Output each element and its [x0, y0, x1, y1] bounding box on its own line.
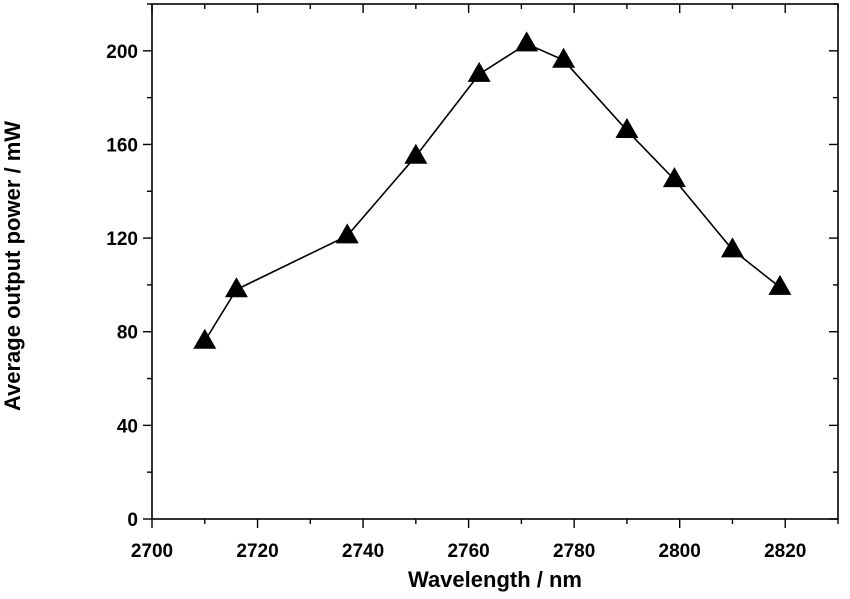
x-tick-label: 2800: [659, 541, 701, 562]
x-tick-label: 2780: [553, 541, 595, 562]
x-tick-label: 2820: [764, 541, 806, 562]
data-point: [193, 328, 217, 349]
data-point: [768, 274, 792, 295]
series-group: [193, 31, 792, 349]
y-tick-label: 40: [117, 416, 138, 437]
data-point: [404, 143, 428, 164]
data-point: [662, 167, 686, 188]
x-axis-label: Wavelength / nm: [408, 567, 582, 592]
y-tick-label: 0: [127, 510, 138, 531]
series-line: [204, 42, 781, 342]
plot-frame-group: [151, 3, 839, 520]
x-tick-label: 2740: [342, 541, 384, 562]
x-tick-label: 2760: [447, 541, 489, 562]
plot-area-border: [151, 3, 839, 520]
data-point: [552, 47, 576, 68]
y-tick-label: 160: [106, 135, 138, 156]
y-axis-label: Average output power / mW: [0, 121, 25, 411]
ticks-group: 2700 2720 2740 2760 2780 2800 2820 0 40 80 120 160 2…: [106, 3, 839, 562]
y-tick-label: 80: [117, 323, 138, 344]
data-point: [720, 237, 744, 258]
y-tick-label: 120: [106, 229, 138, 250]
x-tick-label: 2700: [131, 541, 173, 562]
data-point: [615, 118, 639, 139]
y-tick-label: 200: [106, 42, 138, 63]
data-point: [467, 61, 491, 82]
data-point: [335, 223, 359, 244]
x-tick-label: 2720: [236, 541, 278, 562]
data-point: [224, 277, 248, 298]
data-point: [515, 31, 539, 52]
